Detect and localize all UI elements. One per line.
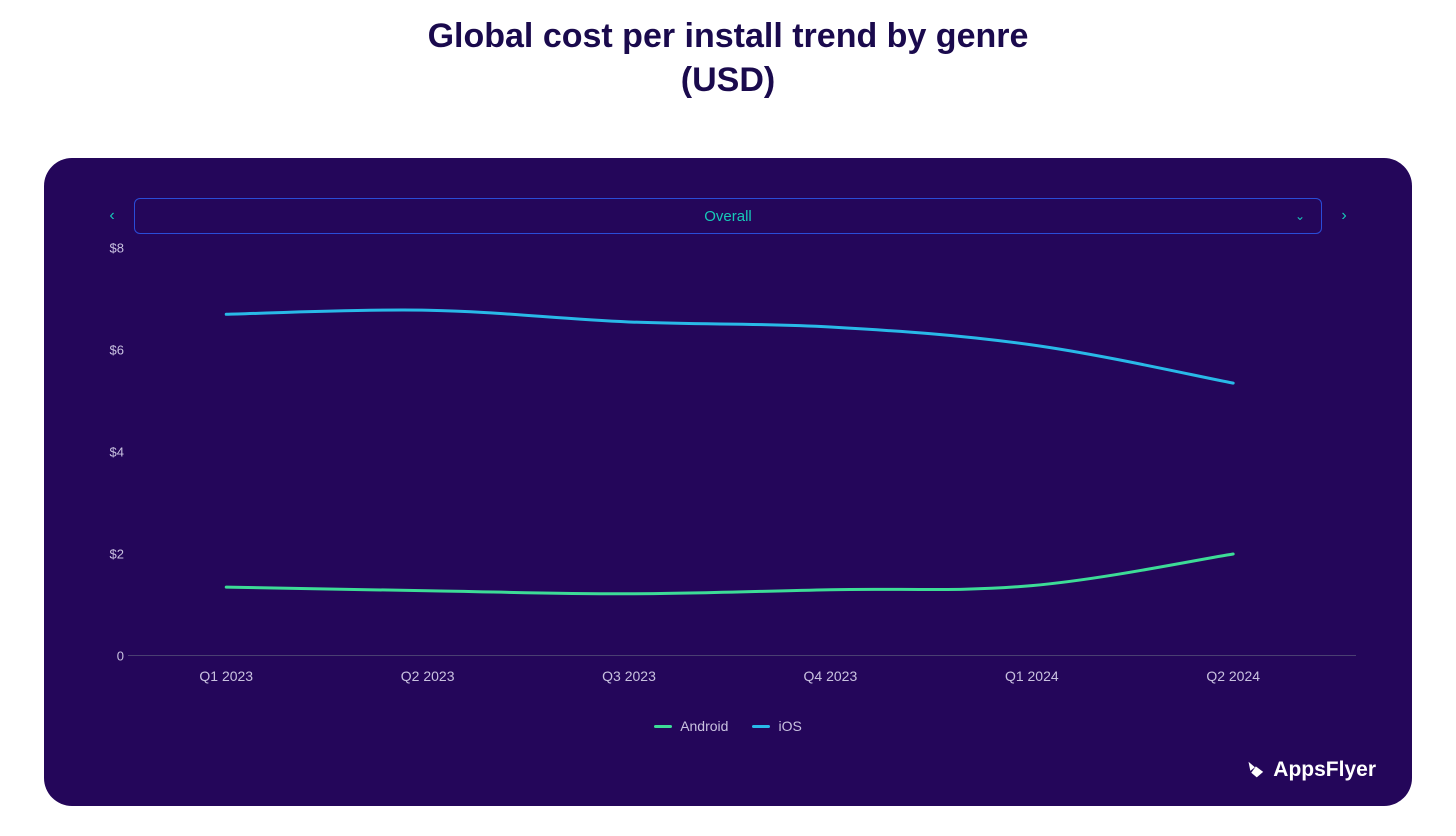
x-tick-label: Q1 2024 — [1005, 668, 1059, 684]
x-tick-label: Q4 2023 — [804, 668, 858, 684]
genre-dropdown[interactable]: Overall ⌄ — [134, 198, 1322, 234]
genre-dropdown-label: Overall — [704, 208, 752, 225]
series-line-android — [226, 554, 1233, 594]
plot-area — [128, 248, 1356, 656]
chevron-down-icon: ⌄ — [1295, 209, 1305, 223]
page-title: Global cost per install trend by genre (… — [0, 0, 1456, 102]
line-chart-svg — [128, 248, 1356, 656]
legend-item: Android — [654, 718, 728, 734]
prev-genre-button[interactable]: ‹ — [104, 207, 120, 225]
legend: Android iOS — [44, 718, 1412, 734]
genre-selector-row: ‹ Overall ⌄ › — [104, 198, 1352, 234]
y-tick-label: $8 — [110, 241, 124, 256]
x-tick-label: Q3 2023 — [602, 668, 656, 684]
legend-swatch — [752, 725, 770, 728]
x-tick-label: Q1 2023 — [199, 668, 253, 684]
chart-panel: ‹ Overall ⌄ › 0 $2 $4 $6 $8 Q1 2023 Q2 2023 Q3… — [44, 158, 1412, 806]
x-axis-labels: Q1 2023 Q2 2023 Q3 2023 Q4 2023 Q1 2024 Q2 20… — [128, 668, 1356, 688]
y-tick-label: $2 — [110, 547, 124, 562]
y-axis-labels: 0$2$4$6$8 — [98, 248, 128, 656]
x-tick-label: Q2 2024 — [1206, 668, 1260, 684]
y-tick-label: 0 — [117, 649, 124, 664]
series-line-ios — [226, 310, 1233, 383]
appsflyer-icon — [1243, 759, 1265, 781]
legend-item: iOS — [752, 718, 801, 734]
y-tick-label: $4 — [110, 445, 124, 460]
title-line-1: Global cost per install trend by genre — [428, 17, 1029, 55]
legend-label: iOS — [778, 718, 801, 734]
title-line-2: (USD) — [681, 61, 775, 99]
x-axis-line — [128, 655, 1356, 656]
brand-logo: AppsFlyer — [1243, 758, 1376, 782]
x-tick-label: Q2 2023 — [401, 668, 455, 684]
legend-swatch — [654, 725, 672, 728]
y-tick-label: $6 — [110, 343, 124, 358]
next-genre-button[interactable]: › — [1336, 207, 1352, 225]
brand-name: AppsFlyer — [1273, 758, 1376, 782]
legend-label: Android — [680, 718, 728, 734]
